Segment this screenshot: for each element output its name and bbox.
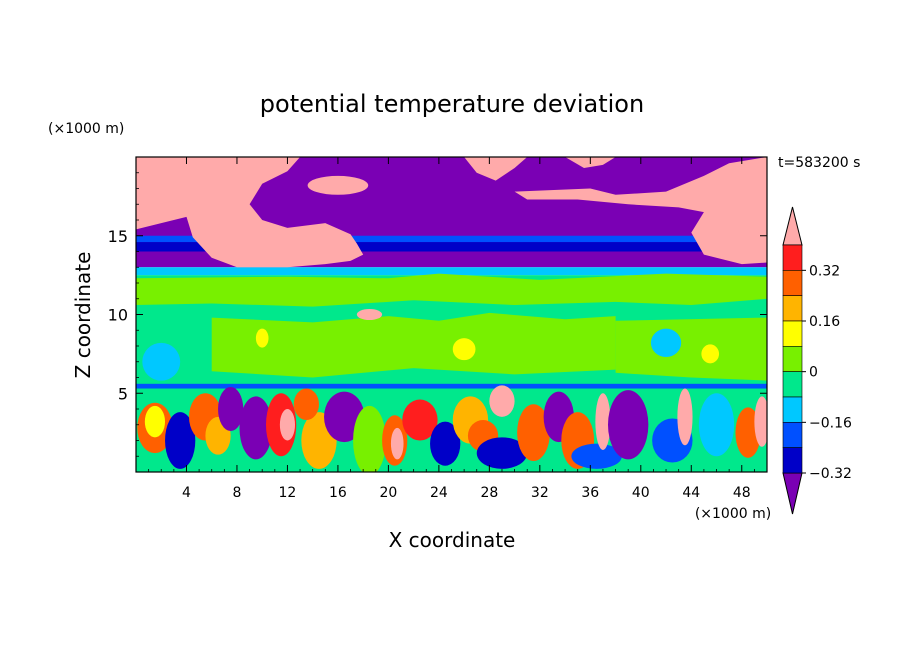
colorbar-label: −0.32 — [809, 466, 852, 482]
mid-green-right — [615, 317, 767, 381]
colorbar-box — [782, 447, 803, 474]
turbulence-patch — [571, 443, 622, 469]
turbulence-patch — [607, 390, 649, 460]
y-tick-label: 10 — [108, 306, 128, 325]
x-tick-label: 44 — [682, 485, 700, 501]
x-tick-label: 32 — [531, 485, 549, 501]
colorbar-box — [782, 295, 803, 322]
x-tick-label: 40 — [632, 485, 650, 501]
colorbar-label: 0 — [809, 365, 818, 381]
pink-patch — [356, 308, 383, 321]
turbulence-patch — [735, 407, 761, 458]
yellow-patch — [255, 328, 269, 348]
turbulence-patch — [239, 396, 273, 460]
cyan-patch — [650, 328, 682, 358]
upper-pink-region-left — [136, 157, 364, 268]
colorbar: 0.32 0.16 0 −0.16 −0.32 — [782, 206, 852, 515]
turbulence-patch — [144, 405, 166, 438]
colorbar-box — [782, 396, 803, 423]
x-tick-label: 48 — [733, 485, 751, 501]
turbulence-patch — [677, 388, 693, 446]
x-tick-label: 16 — [329, 485, 347, 501]
yellow-patch — [452, 338, 476, 361]
y-unit-label: (×1000 m) — [48, 121, 124, 137]
x-tick-label: 4 — [182, 485, 191, 501]
x-tick-label: 24 — [430, 485, 448, 501]
time-label: t=583200 s — [778, 155, 860, 171]
cyan-patch — [142, 342, 181, 381]
colorbar-box — [782, 422, 803, 448]
chart-title: potential temperature deviation — [260, 90, 644, 118]
y-tick-label: 15 — [108, 227, 128, 246]
turbulence-patch — [218, 386, 244, 432]
x-tick-label: 12 — [279, 485, 297, 501]
colorbar-label: −0.16 — [809, 415, 852, 431]
x-unit-label: (×1000 m) — [695, 506, 771, 522]
x-tick-label: 28 — [480, 485, 498, 501]
x-tick-label: 36 — [581, 485, 599, 501]
colorbar-label: 0.16 — [809, 314, 840, 330]
tropopause-edge-band — [136, 235, 767, 243]
upper-cyan-band — [136, 267, 767, 276]
x-axis-label: X coordinate — [389, 528, 516, 552]
turbulence-patch — [390, 427, 404, 460]
colorbar-box — [782, 320, 803, 347]
turbulence-patch — [279, 409, 296, 441]
colorbar-extend-min — [782, 472, 803, 515]
pink-patch — [307, 175, 369, 195]
x-axis: 4 8 12 16 20 24 28 32 36 40 44 48 — [148, 157, 755, 501]
mid-green-lower — [211, 312, 616, 378]
turbulence-patch — [476, 437, 528, 469]
x-tick-label: 8 — [232, 485, 241, 501]
y-axis-label: Z coordinate — [71, 252, 95, 379]
turbulence-patch — [595, 393, 611, 450]
upper-pink-region — [464, 157, 528, 181]
mid-green-upper — [136, 273, 767, 307]
colorbar-extend-max — [782, 206, 803, 246]
turbulence-patch — [293, 388, 319, 421]
tropopause-band — [136, 242, 767, 252]
colorbar-box — [782, 346, 803, 372]
yellow-patch — [701, 344, 720, 364]
heatmap-field — [136, 157, 767, 472]
turbulence-patch — [353, 405, 386, 472]
colorbar-label: 0.32 — [809, 263, 840, 279]
colorbar-box — [782, 371, 803, 398]
turbulence-patch — [430, 421, 461, 466]
upper-pink-region-right — [514, 157, 767, 265]
turbulence-patch — [698, 393, 735, 457]
y-axis: 5 10 15 — [108, 172, 767, 457]
x-tick-label: 20 — [379, 485, 397, 501]
turbulence-patch — [517, 404, 550, 461]
turbulence-patch — [754, 396, 767, 447]
turbulence-patch — [402, 399, 438, 441]
turbulence-patch — [489, 385, 515, 417]
colorbar-box — [782, 244, 803, 271]
turbulence-patch — [165, 412, 196, 469]
y-tick-label: 5 — [118, 384, 128, 403]
colorbar-box — [782, 270, 803, 296]
inversion-band — [136, 383, 767, 389]
